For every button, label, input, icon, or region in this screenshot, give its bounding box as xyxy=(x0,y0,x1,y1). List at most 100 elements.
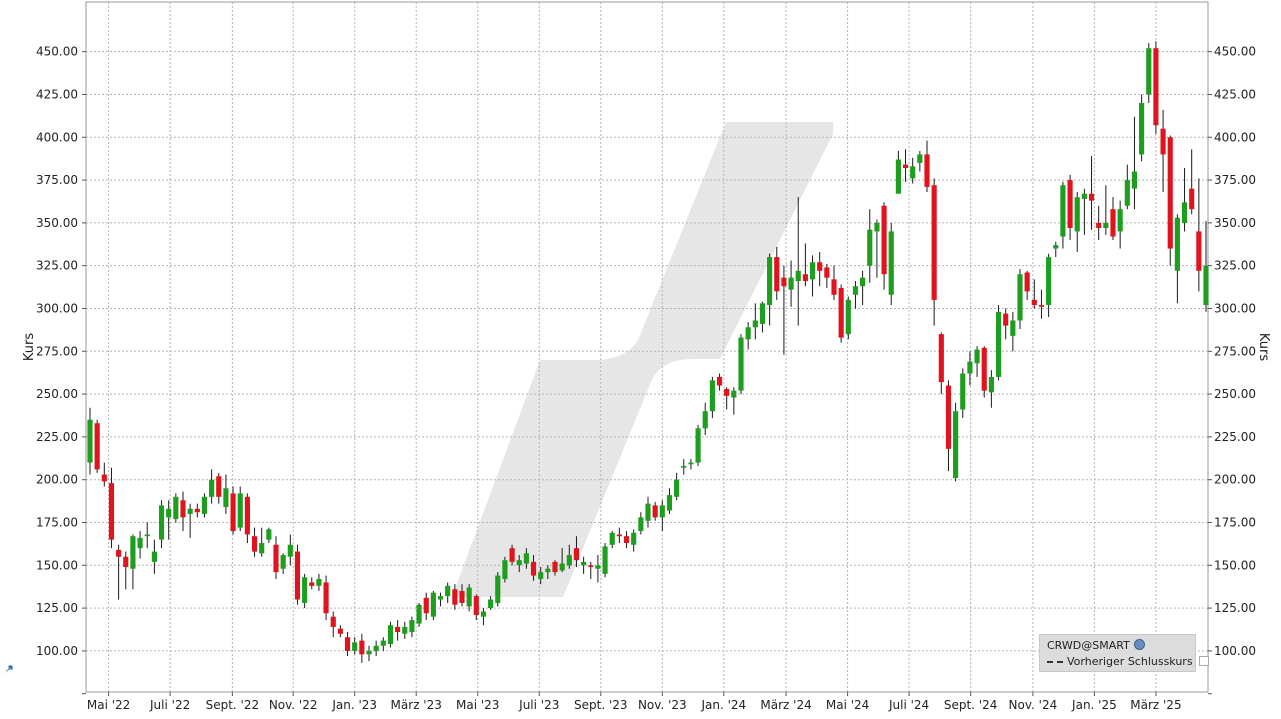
candle xyxy=(309,577,315,590)
candle-body xyxy=(845,299,851,335)
globe-icon[interactable] xyxy=(1133,639,1145,650)
candle-body xyxy=(509,548,515,562)
candle-body xyxy=(216,476,222,497)
candle xyxy=(988,370,994,408)
candle-body xyxy=(895,159,901,194)
candle xyxy=(552,560,558,576)
candle-body xyxy=(237,493,243,528)
candle xyxy=(302,573,308,609)
candle-body xyxy=(466,587,472,607)
candle xyxy=(352,637,358,655)
y-tick-label-left: 375.00 xyxy=(36,173,78,187)
candle xyxy=(895,150,901,194)
candle xyxy=(137,531,143,559)
candle-body xyxy=(852,286,859,295)
candle xyxy=(995,305,1002,381)
candle xyxy=(123,551,129,590)
candle xyxy=(1096,205,1102,240)
x-tick-label: März '25 xyxy=(1130,698,1181,712)
candle-body xyxy=(809,262,816,280)
candle xyxy=(960,368,966,419)
legend-reference-label: Vorheriger Schlusskurs xyxy=(1067,655,1193,668)
candle-body xyxy=(130,536,136,569)
candle xyxy=(316,573,322,591)
x-tick-label: März '24 xyxy=(760,698,811,712)
candle-body xyxy=(352,642,358,651)
candle xyxy=(273,536,279,579)
candle-body xyxy=(788,277,794,290)
candle xyxy=(294,544,301,605)
candle xyxy=(452,584,458,610)
candle-body xyxy=(402,626,408,634)
candle xyxy=(509,544,515,566)
candle xyxy=(1046,253,1052,318)
candle-body xyxy=(302,577,308,603)
candle xyxy=(194,503,200,518)
legend-ticker-row[interactable]: CRWD@SMART xyxy=(1047,639,1145,652)
candle xyxy=(931,178,937,326)
y-tick-label-left: 400.00 xyxy=(36,130,78,144)
candle-body xyxy=(581,561,587,566)
legend[interactable]: CRWD@SMART Vorheriger Schlusskurs xyxy=(1039,634,1209,672)
y-tick-label-right: 350.00 xyxy=(1214,216,1256,230)
candle xyxy=(237,486,243,532)
x-tick-label: Mai '23 xyxy=(456,698,499,712)
candle xyxy=(652,501,658,521)
candle xyxy=(373,640,379,657)
tool-icon[interactable] xyxy=(4,664,14,674)
candle-body xyxy=(1124,180,1130,206)
candle-body xyxy=(638,517,644,532)
candle-body xyxy=(623,536,630,544)
candle xyxy=(881,202,887,290)
candle xyxy=(187,503,193,538)
candle xyxy=(1031,279,1037,309)
candle-body xyxy=(674,479,680,497)
candle-body xyxy=(1146,48,1152,95)
y-tick-label-right: 275.00 xyxy=(1214,344,1256,358)
candle-body xyxy=(988,376,994,393)
candle xyxy=(337,625,343,638)
candle xyxy=(852,281,859,309)
candle-body xyxy=(867,229,873,266)
candle xyxy=(974,346,980,377)
candle-body xyxy=(838,287,844,338)
candle-body xyxy=(588,565,594,568)
candle xyxy=(1017,269,1023,330)
y-tick-label-left: 200.00 xyxy=(36,473,78,487)
candle xyxy=(631,529,637,552)
candle-body xyxy=(230,493,236,532)
candle xyxy=(674,472,680,501)
candle-body xyxy=(1103,222,1109,229)
candle xyxy=(530,555,537,581)
candle xyxy=(902,149,909,182)
candle-body xyxy=(953,411,959,478)
candle xyxy=(287,534,293,566)
legend-toggle-checkbox[interactable] xyxy=(1198,656,1209,666)
legend-reference-row[interactable]: Vorheriger Schlusskurs xyxy=(1047,655,1209,668)
candle xyxy=(874,219,880,278)
candle xyxy=(910,157,916,184)
candle xyxy=(545,565,551,579)
candle-body xyxy=(774,257,780,292)
candle xyxy=(1003,308,1009,340)
y-tick-label-right: 300.00 xyxy=(1214,301,1256,315)
candle-body xyxy=(595,565,601,569)
candle-body xyxy=(94,423,100,470)
candle-body xyxy=(1117,209,1123,232)
candle-body xyxy=(244,496,250,535)
candle-body xyxy=(759,303,766,324)
candle xyxy=(688,459,694,470)
candle xyxy=(573,536,580,568)
candle-body xyxy=(1010,320,1016,336)
candle-body xyxy=(767,257,773,306)
candle-body xyxy=(1174,217,1180,271)
candle xyxy=(1088,156,1095,230)
candle-body xyxy=(931,185,937,300)
candle-body xyxy=(1074,197,1080,232)
candle-body xyxy=(1167,137,1173,249)
candle-body xyxy=(967,361,973,374)
y-tick-label-left: 275.00 xyxy=(36,344,78,358)
candle-body xyxy=(1060,185,1066,237)
candle xyxy=(1160,109,1166,193)
y-tick-label-left: 150.00 xyxy=(36,558,78,572)
